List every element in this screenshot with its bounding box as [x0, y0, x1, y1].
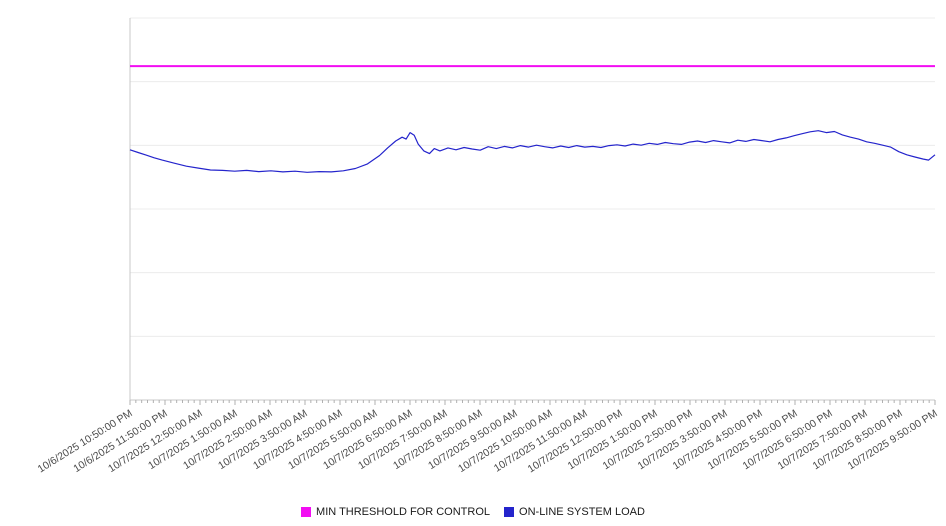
- chart-legend: MIN THRESHOLD FOR CONTROL ON-LINE SYSTEM…: [0, 506, 946, 518]
- legend-label-threshold: MIN THRESHOLD FOR CONTROL: [316, 506, 491, 518]
- legend-swatch-threshold: [301, 507, 312, 517]
- legend-swatch-load: [504, 507, 515, 517]
- legend-item-min-threshold: MIN THRESHOLD FOR CONTROL: [301, 506, 490, 518]
- system-load-line: [129, 130, 936, 173]
- legend-label-load: ON-LINE SYSTEM LOAD: [519, 506, 645, 518]
- legend-item-system-load: ON-LINE SYSTEM LOAD: [504, 506, 645, 518]
